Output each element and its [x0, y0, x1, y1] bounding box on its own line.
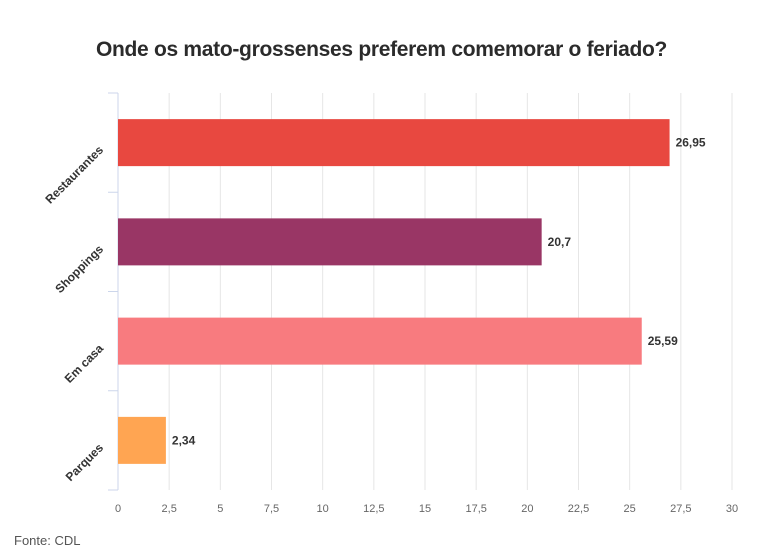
data-label: 20,7 — [548, 235, 572, 249]
x-tick-label: 7,5 — [264, 503, 279, 515]
x-tick-label: 30 — [726, 503, 738, 515]
x-tick-label: 25 — [624, 503, 636, 515]
category-label: Restaurantes — [42, 143, 106, 207]
category-label: Shoppings — [52, 242, 106, 296]
x-tick-label: 0 — [115, 503, 121, 515]
category-label: Em casa — [62, 341, 107, 386]
x-tick-label: 15 — [419, 503, 431, 515]
data-label: 2,34 — [172, 433, 196, 447]
x-tick-label: 2,5 — [162, 503, 177, 515]
bar-em-casa — [118, 317, 642, 365]
x-tick-label: 17,5 — [465, 503, 486, 515]
chart-title: Onde os mato-grossenses preferem comemor… — [95, 38, 668, 61]
category-label: Parques — [63, 440, 107, 484]
x-tick-label: 22,5 — [568, 503, 589, 515]
x-tick-label: 10 — [317, 503, 329, 515]
bar-parques — [118, 416, 166, 464]
source-note: Fonte: CDL — [14, 533, 81, 548]
x-tick-label: 27,5 — [670, 503, 691, 515]
x-tick-label: 20 — [521, 503, 533, 515]
data-label: 26,95 — [676, 136, 706, 150]
x-tick-label: 12,5 — [363, 503, 384, 515]
data-label: 25,59 — [648, 334, 678, 348]
x-tick-label: 5 — [217, 503, 223, 515]
bar-shoppings — [118, 218, 542, 266]
bar-restaurantes — [118, 119, 670, 167]
